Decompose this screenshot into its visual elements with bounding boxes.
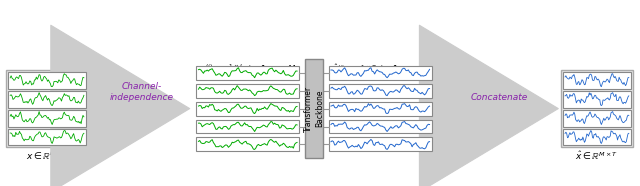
Bar (196, 120, 299, 134)
Bar (196, 137, 299, 151)
Bar (563, 72, 631, 89)
Bar (196, 84, 299, 98)
Bar (329, 120, 431, 134)
Bar (8, 110, 86, 126)
Text: Channel-
independence: Channel- independence (109, 82, 173, 102)
Bar (329, 66, 431, 80)
Bar (329, 102, 431, 116)
Bar (561, 70, 633, 147)
Bar (329, 137, 431, 151)
Bar (563, 91, 631, 108)
Text: Concatenate: Concatenate (470, 93, 527, 102)
Text: $x \in \mathbb{R}^{M\times L}$: $x \in \mathbb{R}^{M\times L}$ (26, 149, 68, 162)
Bar (8, 129, 86, 145)
Bar (563, 110, 631, 126)
Bar (305, 59, 323, 158)
Bar (6, 70, 88, 147)
Text: $\hat{x} \in \mathbb{R}^{M\times T}$: $\hat{x} \in \mathbb{R}^{M\times T}$ (575, 149, 618, 162)
Text: $x^{(i)} \in \mathbb{R}^{1\times L}, i = 1, ..., M$: $x^{(i)} \in \mathbb{R}^{1\times L}, i =… (200, 63, 296, 76)
Text: $\hat{x}^{(i)} \in \mathbb{R}^{1\times T}, i = 1, ..., M$: $\hat{x}^{(i)} \in \mathbb{R}^{1\times T… (332, 63, 428, 76)
Bar (8, 72, 86, 89)
Bar (563, 129, 631, 145)
Bar (329, 84, 431, 98)
Bar (196, 66, 299, 80)
Text: Transformer
Backbone: Transformer Backbone (304, 86, 324, 132)
Bar (8, 91, 86, 108)
Bar (196, 102, 299, 116)
